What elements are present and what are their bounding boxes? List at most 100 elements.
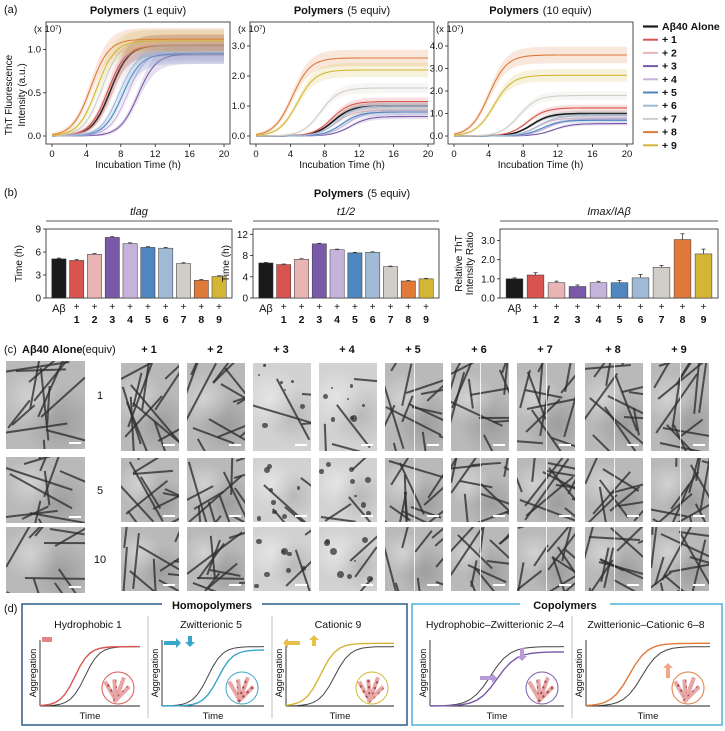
bar-7: [176, 263, 191, 299]
aggregate: [300, 403, 306, 409]
scheme-title: Zwitterionic 5: [180, 619, 242, 631]
effect-curve: [429, 651, 565, 707]
tem-image: [121, 458, 179, 522]
tem-image: [385, 527, 443, 591]
aggregate: [280, 381, 283, 384]
tem-row-label: 5: [97, 485, 103, 497]
fibril: [49, 528, 85, 536]
tem-image: [385, 458, 443, 522]
aggregate: [330, 417, 336, 422]
category-plus: +: [405, 302, 411, 313]
fibril: [517, 465, 524, 493]
aggregate: [283, 389, 287, 392]
delay-arrow-icon: [164, 638, 181, 648]
scale-bar: [427, 584, 439, 586]
scale-bar: [295, 584, 307, 586]
category-number: 8: [198, 314, 204, 326]
title-rest: (10 equiv): [543, 5, 592, 17]
legend-label: + 1: [662, 34, 677, 46]
fibril-shape: [366, 685, 385, 704]
fibril-shape: [538, 676, 550, 699]
y-tick-label: 1.0: [232, 101, 245, 112]
category-plus: +: [316, 302, 322, 313]
aggregate: [360, 502, 366, 508]
fibril: [324, 424, 329, 451]
y-tick-label: 0: [242, 294, 248, 305]
line-chart-title: Polymers (5 equiv): [294, 5, 390, 17]
tem-image: [187, 527, 245, 591]
category-number: 4: [127, 314, 133, 326]
series-line-1: [51, 44, 224, 137]
series-band-8: [454, 46, 627, 136]
series-band-3: [256, 113, 428, 136]
scale-bar: [229, 584, 241, 586]
line-chart-1: Polymers (1 equiv) (x 10⁷) 0 4 8 12 16 20 Incubat…: [28, 5, 231, 171]
bar-chart-title: Imax/IAβ: [587, 206, 631, 218]
series-band-7: [52, 29, 224, 136]
title-rest: (1 equiv): [143, 5, 186, 17]
y-tick-label: 0.0: [481, 294, 495, 305]
fibril: [42, 439, 48, 449]
fibril: [499, 527, 509, 545]
x-axis-label: Incubation Time (h): [498, 160, 584, 171]
x-tick-label: 12: [553, 149, 564, 160]
fibril: [153, 558, 158, 591]
y-tick-label: 0.0: [232, 131, 245, 142]
fibril: [121, 546, 128, 591]
bar-chart-title: tlag: [130, 206, 149, 218]
scale-bar: [163, 515, 175, 517]
y-tick-label: 0: [35, 294, 41, 305]
fibril: [354, 545, 377, 577]
scale-label: (x 10⁷): [34, 24, 62, 35]
tem-image: [319, 527, 377, 591]
series-band-6: [256, 102, 428, 136]
fibril: [122, 527, 133, 549]
category-number: 5: [145, 314, 151, 326]
bar-7: [383, 266, 398, 299]
x-tick-label: 20: [622, 149, 633, 160]
category-plus: +: [596, 302, 602, 313]
category-number: 2: [554, 314, 560, 326]
x-tick-label: 8: [118, 149, 123, 160]
scale-bar: [493, 584, 505, 586]
aggregate: [330, 386, 334, 390]
panel-a-legend: Aβ40 Alone+ 1+ 2 + 3+ 4+ 5+ 6+ 7 + 8+ 9: [643, 21, 720, 152]
scheme-x-label: Time: [487, 711, 508, 722]
aggregate: [269, 487, 274, 492]
image-divider: [614, 458, 615, 522]
tem-row-label: 10: [94, 554, 106, 566]
fibril: [563, 387, 575, 437]
scale-bar: [163, 444, 175, 446]
bar-8: [400, 280, 416, 299]
bar-0: [258, 262, 274, 299]
scheme-x-label: Time: [203, 711, 224, 722]
x-axis-label: Incubation Time (h): [299, 160, 385, 171]
fibril: [348, 496, 374, 522]
bar-8: [193, 280, 209, 299]
tem-image: [651, 527, 709, 591]
scale-bar: [693, 584, 705, 586]
panel-a-ylabel-2: Intensity (a.u.): [17, 63, 28, 126]
panel-d-label: (d): [4, 603, 17, 615]
legend-label: + 4: [662, 74, 677, 86]
series-line-9: [51, 40, 224, 136]
tem-image: [651, 363, 709, 451]
category-number: 9: [701, 314, 707, 326]
bar-1: [276, 264, 292, 299]
panel-b-heading-rest: (5 equiv): [367, 188, 410, 200]
fibril: [483, 434, 506, 451]
title-rest: (5 equiv): [347, 5, 390, 17]
y-tick-label: 8: [242, 251, 248, 262]
fibril: [390, 363, 421, 371]
category-number: 7: [181, 314, 187, 326]
y-tick-label: 0.0: [430, 131, 443, 142]
scheme-x-label: Time: [330, 711, 351, 722]
fibril: [413, 530, 432, 553]
tem-column-label: + 3: [273, 344, 289, 356]
fibril: [660, 582, 674, 591]
fibril: [46, 428, 85, 449]
tem-image: [451, 527, 509, 591]
fibril: [628, 391, 643, 399]
series-line-7: [255, 87, 428, 137]
effect-curve: [585, 642, 710, 707]
